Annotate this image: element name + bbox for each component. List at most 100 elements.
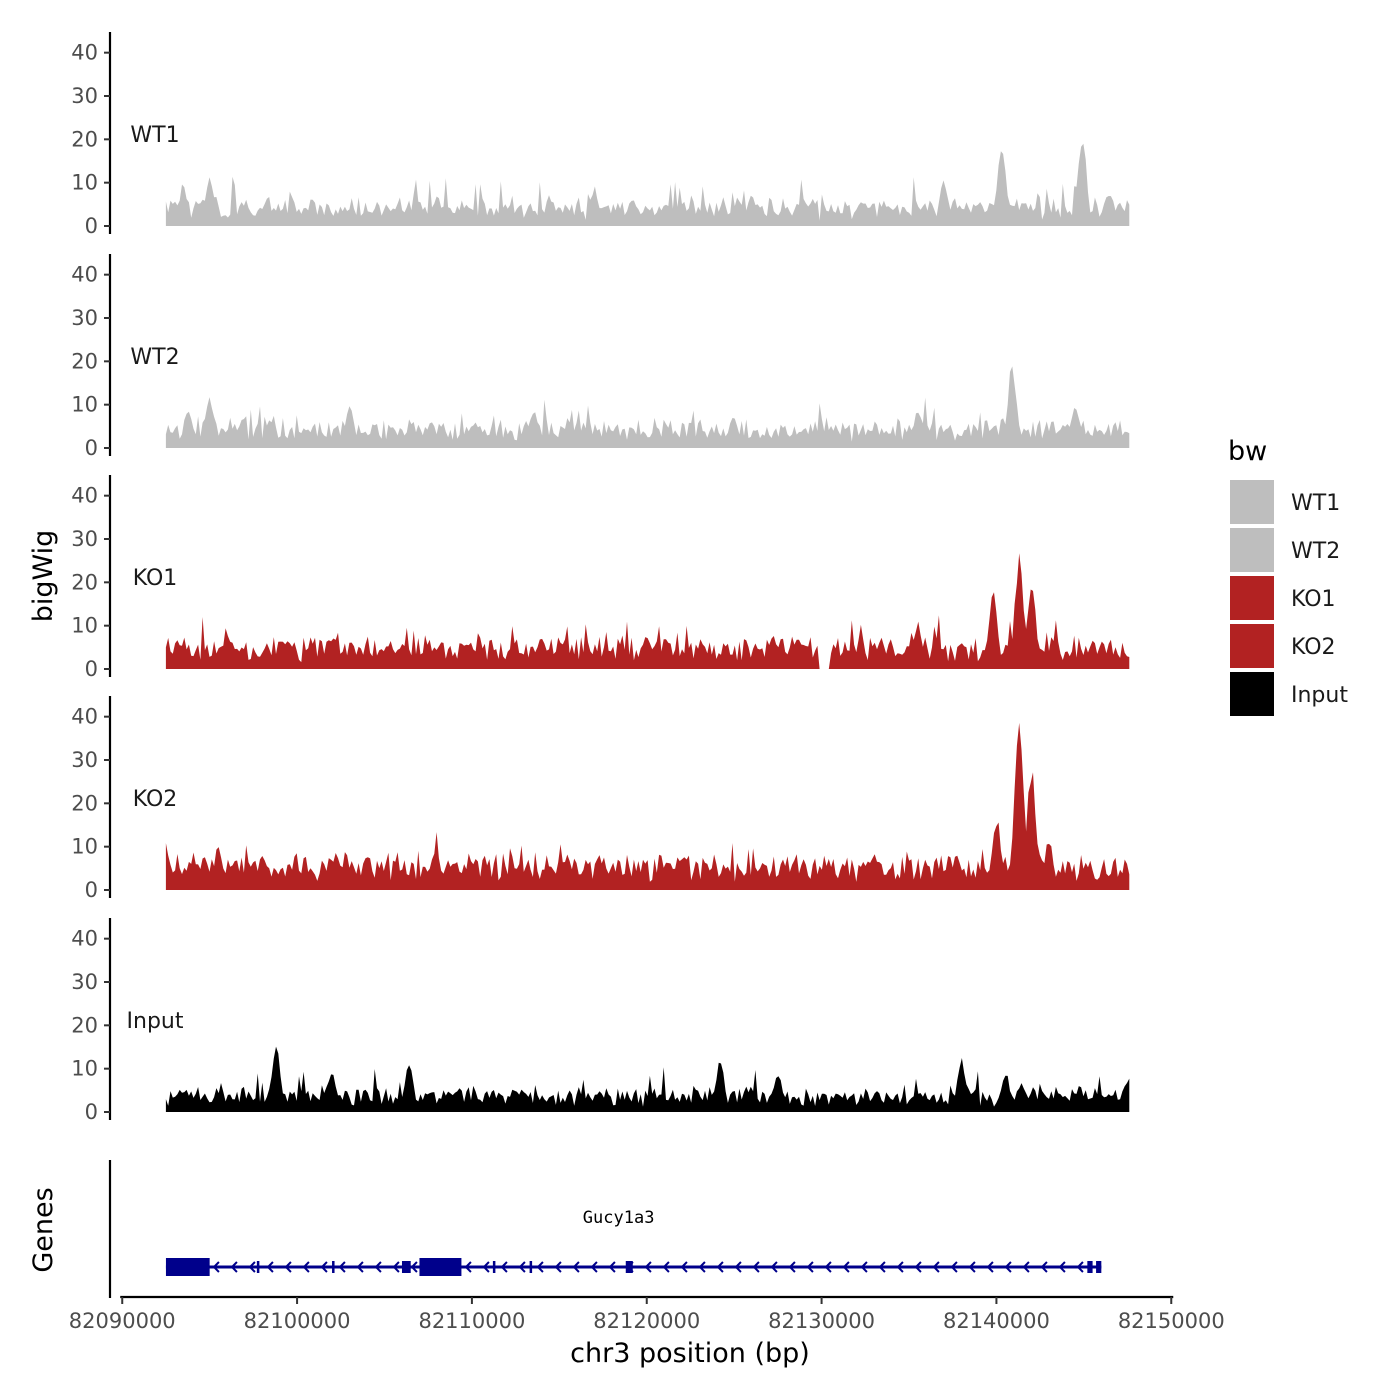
y-tick-label: 30	[71, 84, 98, 108]
gene-strand-arrow	[680, 1261, 688, 1273]
x-tick-label: 82120000	[593, 1309, 700, 1333]
y-tick-label: 40	[71, 41, 98, 65]
y-tick-label: 10	[71, 393, 98, 417]
legend-swatch-ko2	[1230, 624, 1274, 668]
x-tick-label: 82110000	[418, 1309, 525, 1333]
gene-strand-arrow	[860, 1261, 868, 1273]
series-area-ko2	[165, 722, 1130, 890]
gene-exon	[256, 1261, 260, 1273]
gene-strand-arrow	[842, 1261, 850, 1273]
track-label-ko2: KO2	[133, 787, 178, 812]
gene-strand-arrow	[356, 1261, 364, 1273]
y-tick-label: 0	[85, 878, 98, 902]
track-label-input: Input	[127, 1009, 184, 1034]
y-tick-label: 0	[85, 657, 98, 681]
gene-strand-arrow	[1022, 1261, 1030, 1273]
y-tick-label: 10	[71, 1057, 98, 1081]
y-tick-label: 30	[71, 970, 98, 994]
legend-label-ko1: KO1	[1291, 587, 1336, 612]
gene-exon	[401, 1261, 411, 1273]
gene-strand-arrow	[986, 1261, 994, 1273]
gene-exon	[419, 1258, 462, 1276]
gene-strand-arrow	[968, 1261, 976, 1273]
y-tick-label: 0	[85, 214, 98, 238]
gene-strand-arrow	[788, 1261, 796, 1273]
y-tick-label: 20	[71, 349, 98, 373]
series-area-ko1	[165, 553, 1130, 669]
y-tick-label: 40	[71, 927, 98, 951]
gene-strand-arrow	[716, 1261, 724, 1273]
gene-strand-arrow	[392, 1261, 400, 1273]
series-area-input	[165, 1046, 1130, 1112]
gene-strand-arrow	[266, 1261, 274, 1273]
y-tick-label: 0	[85, 436, 98, 460]
y-tick-label: 20	[71, 791, 98, 815]
gene-strand-arrow	[608, 1261, 616, 1273]
gene-strand-arrow	[320, 1261, 328, 1273]
y-axis-title: bigWig	[28, 530, 59, 623]
track-ko2: 0 10 20 30 40 KO2	[71, 696, 1130, 902]
y-tick-label: 20	[71, 1013, 98, 1037]
legend-label-input: Input	[1291, 683, 1348, 708]
gene-strand-arrow	[698, 1261, 706, 1273]
gene-strand-arrow	[1040, 1261, 1048, 1273]
gene-strand-arrow	[644, 1261, 652, 1273]
y-tick-label: 0	[85, 1100, 98, 1124]
y-tick-label: 30	[71, 306, 98, 330]
gene-strand-arrow	[590, 1261, 598, 1273]
track-wt1: 0 10 20 30 40 WT1	[71, 32, 1130, 238]
gene-strand-arrow	[302, 1261, 310, 1273]
gene-strand-arrow	[374, 1261, 382, 1273]
y-tick-label: 20	[71, 570, 98, 594]
gene-exon	[492, 1261, 496, 1273]
y-tick-label: 30	[71, 527, 98, 551]
y-tick-label: 40	[71, 705, 98, 729]
x-tick-label: 82140000	[943, 1309, 1050, 1333]
x-axis-title: chr3 position (bp)	[570, 1338, 810, 1369]
gene-strand-arrow	[554, 1261, 562, 1273]
gene-strand-arrow	[338, 1261, 346, 1273]
gene-exon	[165, 1258, 210, 1276]
gene-exon	[332, 1261, 335, 1273]
gene-strand-arrow	[734, 1261, 742, 1273]
series-area-wt2	[165, 366, 1130, 448]
gene-strand-arrow	[230, 1261, 238, 1273]
legend-title: bw	[1228, 436, 1267, 467]
gene-strand-arrow	[770, 1261, 778, 1273]
track-ko1: 0 10 20 30 40 KO1	[71, 475, 1130, 681]
legend-swatch-ko1	[1230, 576, 1274, 620]
legend-swatch-wt2	[1230, 528, 1274, 572]
gene-strand-arrow	[878, 1261, 886, 1273]
gene-strand-arrow	[248, 1261, 256, 1273]
gene-strand-arrow	[464, 1261, 472, 1273]
gene-strand-arrow	[662, 1261, 670, 1273]
gene-strand-arrow	[482, 1261, 490, 1273]
x-tick-label: 82100000	[244, 1309, 351, 1333]
gene-name-label: Gucy1a3	[583, 1208, 655, 1228]
genes-track-title: Genes	[28, 1187, 59, 1272]
gene-strand-arrow	[914, 1261, 922, 1273]
x-tick-label: 82090000	[69, 1309, 176, 1333]
gene-strand-arrow	[896, 1261, 904, 1273]
track-label-ko1: KO1	[133, 566, 178, 591]
track-label-wt2: WT2	[130, 345, 179, 370]
gene-strand-arrow	[212, 1261, 220, 1273]
gene-strand-arrow	[1058, 1261, 1066, 1273]
track-wt2: 0 10 20 30 40 WT2	[71, 254, 1130, 460]
gene-exon	[625, 1261, 633, 1273]
gene-strand-arrow	[572, 1261, 580, 1273]
gene-strand-arrow	[500, 1261, 508, 1273]
legend-label-ko2: KO2	[1291, 635, 1336, 660]
gene-strand-arrow	[752, 1261, 760, 1273]
x-tick-label: 82130000	[768, 1309, 875, 1333]
gene-strand-arrow	[932, 1261, 940, 1273]
gene-strand-arrow	[1004, 1261, 1012, 1273]
track-label-wt1: WT1	[130, 123, 179, 148]
y-tick-label: 30	[71, 748, 98, 772]
series-area-wt1	[165, 143, 1130, 226]
y-tick-label: 10	[71, 614, 98, 638]
gene-strand-arrow	[1076, 1261, 1084, 1273]
legend-label-wt2: WT2	[1291, 539, 1340, 564]
legend-label-wt1: WT1	[1291, 491, 1340, 516]
